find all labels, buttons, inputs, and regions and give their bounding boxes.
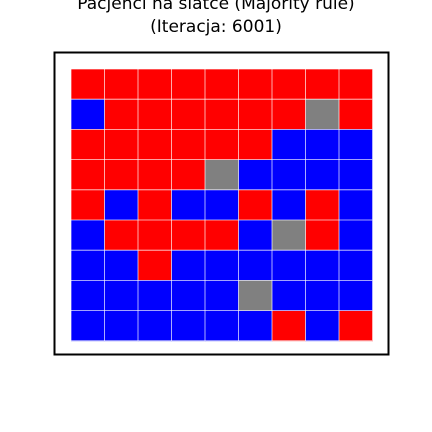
grid-cell [205,69,239,100]
grid-cell [305,250,340,281]
grid-cell [205,99,239,130]
grid-cell [339,99,373,130]
grid-cell [171,220,206,251]
grid-lines [70,68,373,342]
grid-cell [205,129,239,160]
grid-cell [104,220,139,251]
grid-cell [305,280,340,311]
grid-cell [272,280,306,311]
grid-cell [171,310,206,342]
grid-cell [104,159,139,191]
grid-cell [305,69,340,100]
grid-cell [104,280,139,311]
grid-cell [171,69,206,100]
grid-cell [138,280,172,311]
grid-cell [138,189,172,221]
grid-cell [171,189,206,221]
grid-cell [272,69,306,100]
grid-cell [339,69,373,100]
grid-cell [205,159,239,191]
grid-cell [238,129,273,160]
grid-cell [272,159,306,191]
grid-cell [104,250,139,281]
grid-cell [305,189,340,221]
grid-cell [238,250,273,281]
grid-cell [71,310,105,342]
grid-cell [339,250,373,281]
grid-cell [305,310,340,342]
grid-cell [138,310,172,342]
grid-cell [238,159,273,191]
grid-cell [104,99,139,130]
grid-cell [71,159,105,191]
chart-title-line2: (Iteracja: 6001) [150,17,282,37]
grid-cell [104,189,139,221]
grid-cell [205,310,239,342]
grid-cell [238,189,273,221]
grid-cell [272,250,306,281]
grid-cell [205,280,239,311]
grid-cell [138,129,172,160]
grid-cell [272,129,306,160]
chart-title-line1: Pacjenci na siatce (Majority rule) [77,0,354,14]
grid-cell [171,159,206,191]
grid-cell [71,189,105,221]
grid-cell [272,189,306,221]
grid-cell [238,220,273,251]
grid-cell [205,250,239,281]
grid-cell [171,129,206,160]
grid-cell [339,220,373,251]
grid-cell [71,69,105,100]
grid-cell [71,250,105,281]
grid-cell [238,69,273,100]
grid-cells [71,69,373,342]
grid-cell [104,69,139,100]
grid-cell [138,250,172,281]
grid-cell [171,250,206,281]
grid-cell [339,280,373,311]
grid-cell [339,189,373,221]
grid-cell [339,159,373,191]
grid-cell [305,159,340,191]
grid-cell [138,99,172,130]
grid-cell [104,129,139,160]
grid-cell [272,310,306,342]
grid-cell [339,310,373,342]
grid-cell [71,280,105,311]
grid-cell [272,99,306,130]
grid-cell [71,99,105,130]
grid-cell [138,69,172,100]
grid-cell [305,220,340,251]
grid-cell [104,310,139,342]
grid-cell [138,220,172,251]
grid-cell [205,189,239,221]
grid-cell [71,220,105,251]
grid-cell [171,99,206,130]
grid-cell [238,310,273,342]
grid-cell [71,129,105,160]
grid-cell [305,99,340,130]
grid-cell [238,99,273,130]
grid-cell [205,220,239,251]
grid-cell [171,280,206,311]
grid-cell [272,220,306,251]
grid-cell [339,129,373,160]
grid-cell [238,280,273,311]
grid-cell [138,159,172,191]
grid-cell [305,129,340,160]
